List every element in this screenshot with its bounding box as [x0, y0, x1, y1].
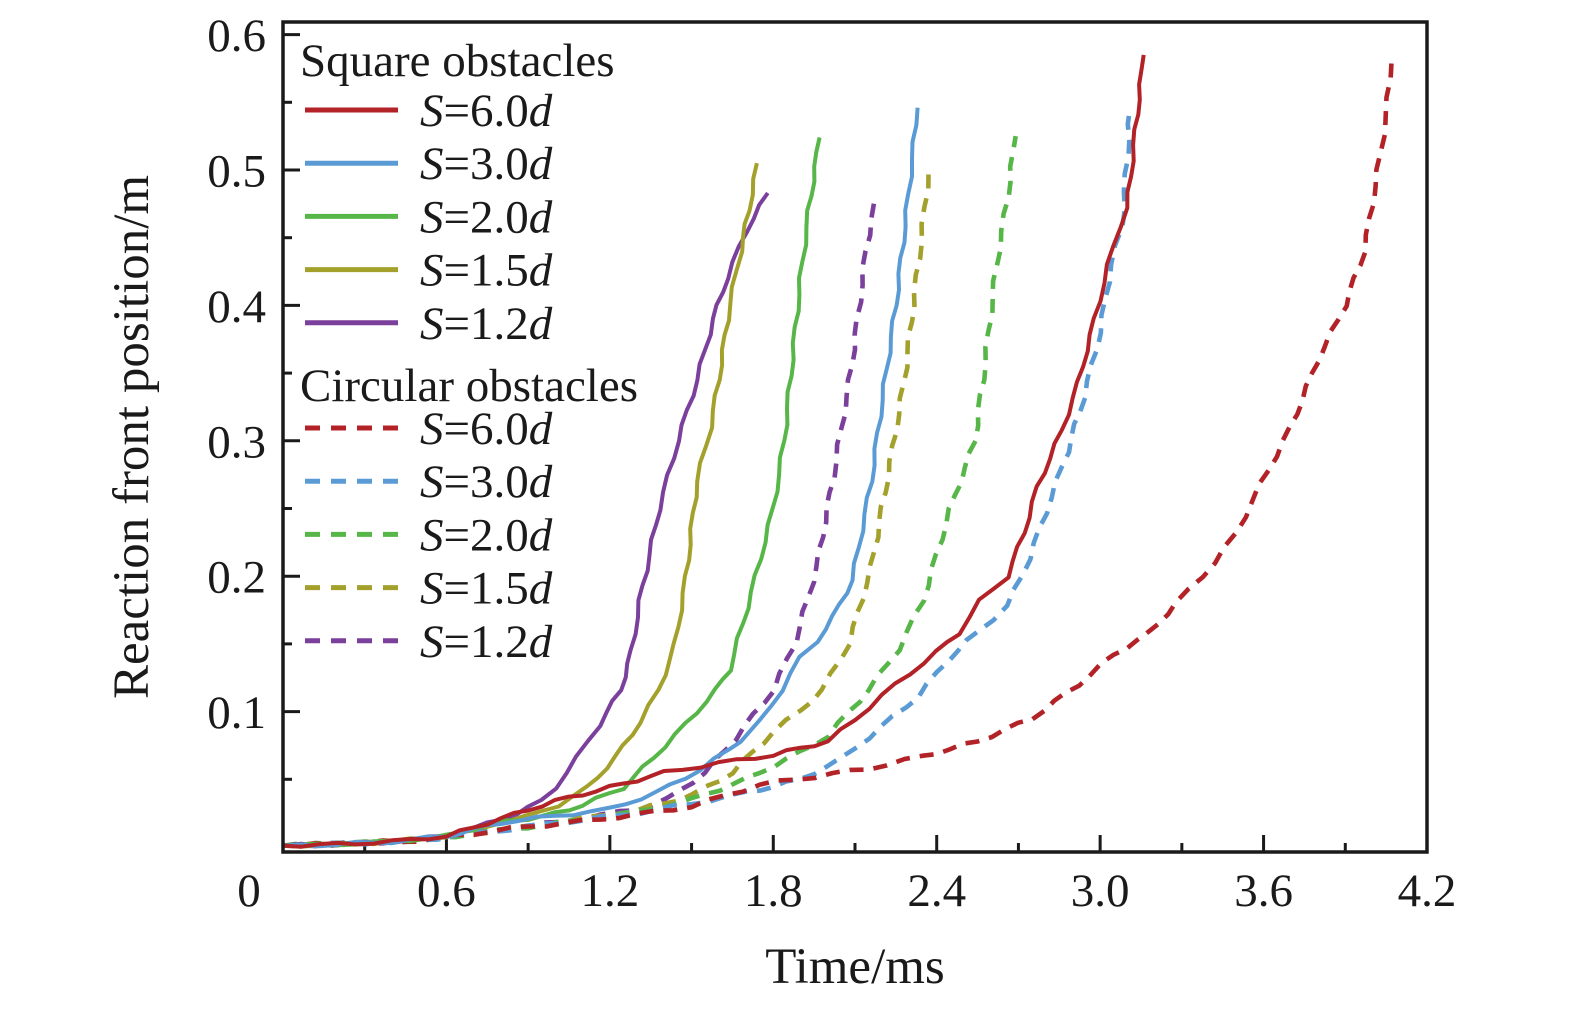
y-tick-label: 0.2 — [207, 552, 266, 604]
legend-item-label: S=3.0d — [420, 456, 553, 508]
legend-item-label: S=1.5d — [420, 563, 553, 615]
x-tick-label: 4.2 — [1398, 865, 1457, 917]
legend-item-label: S=1.2d — [420, 298, 553, 350]
plot-frame — [281, 20, 1429, 854]
x-tick-label: 1.8 — [744, 865, 803, 917]
y-tick-label: 0.6 — [207, 10, 266, 62]
y-tick-label: 0.3 — [207, 416, 266, 468]
legend-item-label: S=1.5d — [420, 245, 553, 297]
legend-item-label: S=1.2d — [420, 616, 553, 668]
legend-square-title: Square obstacles — [300, 35, 615, 87]
legend-circular-title: Circular obstacles — [300, 360, 638, 412]
series-line-circular-6.0d — [282, 60, 1394, 848]
legend-item-label: S=6.0d — [420, 85, 553, 137]
series-line-circular-3.0d — [282, 107, 1133, 849]
x-tick-label: 2.4 — [907, 865, 966, 917]
x-tick-label: 0.6 — [417, 865, 476, 917]
x-tick-label: 0 — [237, 865, 261, 917]
series-line-square-2.0d — [282, 137, 822, 848]
series-line-circular-1.2d — [282, 202, 877, 849]
legend-item-label: S=3.0d — [420, 138, 553, 190]
legend-item-label: S=2.0d — [420, 191, 553, 243]
y-tick-label: 0.1 — [207, 687, 266, 739]
y-axis-title: Reaction front position/m — [104, 175, 160, 699]
y-tick-label: 0.5 — [207, 145, 266, 197]
legend-item-label: S=6.0d — [420, 403, 553, 455]
series-line-circular-1.5d — [282, 172, 931, 849]
x-tick-label: 3.0 — [1071, 865, 1130, 917]
series-line-circular-2.0d — [282, 135, 1018, 848]
y-tick-label: 0.4 — [207, 281, 266, 333]
x-tick-label: 3.6 — [1234, 865, 1293, 917]
x-axis-title: Time/ms — [765, 939, 945, 995]
series-line-square-6.0d — [282, 54, 1146, 849]
legend-item-label: S=2.0d — [420, 509, 553, 561]
x-tick-label: 1.2 — [580, 865, 639, 917]
